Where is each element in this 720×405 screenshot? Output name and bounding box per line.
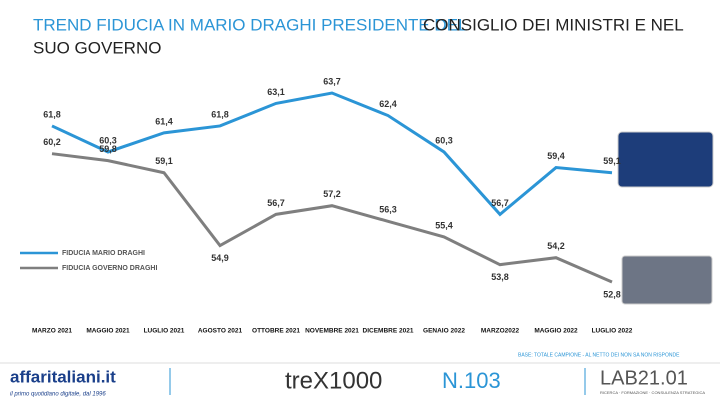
- partner: treX1000: [285, 367, 382, 394]
- x-tick-label: MARZO2022: [481, 328, 520, 335]
- value-label: 57,2: [323, 189, 341, 199]
- line: [51, 152, 613, 284]
- x-tick-label: LUGLIO 2021: [144, 328, 185, 335]
- photo: [621, 255, 713, 305]
- x-tick-label: MAGGIO 2022: [534, 328, 578, 335]
- value-label: 59,8: [99, 144, 117, 154]
- value-label: 63,1: [267, 87, 285, 97]
- title: CONSIGLIO DEI MINISTRI E NEL: [423, 15, 684, 34]
- value-label: 59,4: [547, 151, 565, 161]
- value-label: 56,7: [491, 198, 509, 208]
- value-label: 59,1: [155, 156, 173, 166]
- legend-label: FIDUCIA GOVERNO DRAGHI: [62, 265, 157, 272]
- lab: LAB21.01: [600, 367, 688, 389]
- value-label: 52,8: [603, 289, 621, 299]
- x-tick-label: DICEMBRE 2021: [363, 328, 414, 335]
- value-label: 59,1: [603, 156, 621, 166]
- value-label: 54,2: [547, 241, 565, 251]
- value-label: 60,3: [435, 135, 453, 145]
- lab-tagline: RICERCA · FORMAZIONE · CONSULENZA STRATE…: [600, 390, 705, 395]
- value-label: 61,8: [211, 109, 229, 119]
- x-tick-label: OTTOBRE 2021: [252, 328, 300, 335]
- value-label: 56,3: [379, 205, 397, 215]
- value-label: 55,4: [435, 220, 453, 230]
- x-tick-label: GENAIO 2022: [423, 328, 465, 335]
- value-label: 54,9: [211, 253, 229, 263]
- issue: N.103: [442, 368, 501, 393]
- x-tick-label: MARZO 2021: [32, 328, 72, 335]
- title: SUO GOVERNO: [33, 38, 161, 57]
- value-label: 60,3: [99, 135, 117, 145]
- x-tick-label: AGOSTO 2021: [198, 328, 243, 335]
- value-label: 63,7: [323, 76, 341, 86]
- value-label: 61,4: [155, 116, 173, 126]
- line: [51, 91, 613, 217]
- photo: [617, 131, 714, 188]
- x-tick-label: NOVEMBRE 2021: [305, 328, 359, 335]
- base-note: BASE: TOTALE CAMPIONE - AL NETTO DEI NON…: [518, 352, 680, 358]
- tagline: il primo quotidiano digitale, dal 1996: [10, 392, 106, 398]
- brand: affaritaliani.it: [10, 367, 116, 386]
- x-tick-label: LUGLIO 2022: [592, 328, 633, 335]
- x-tick-label: MAGGIO 2021: [86, 328, 130, 335]
- value-label: 62,4: [379, 99, 397, 109]
- legend-label: FIDUCIA MARIO DRAGHI: [62, 250, 145, 257]
- value-label: 53,8: [491, 272, 509, 282]
- value-label: 60,2: [43, 137, 61, 147]
- title-highlight: TREND FIDUCIA IN MARIO DRAGHI PRESIDENTE…: [33, 15, 468, 34]
- value-label: 56,7: [267, 198, 285, 208]
- value-label: 61,8: [43, 109, 61, 119]
